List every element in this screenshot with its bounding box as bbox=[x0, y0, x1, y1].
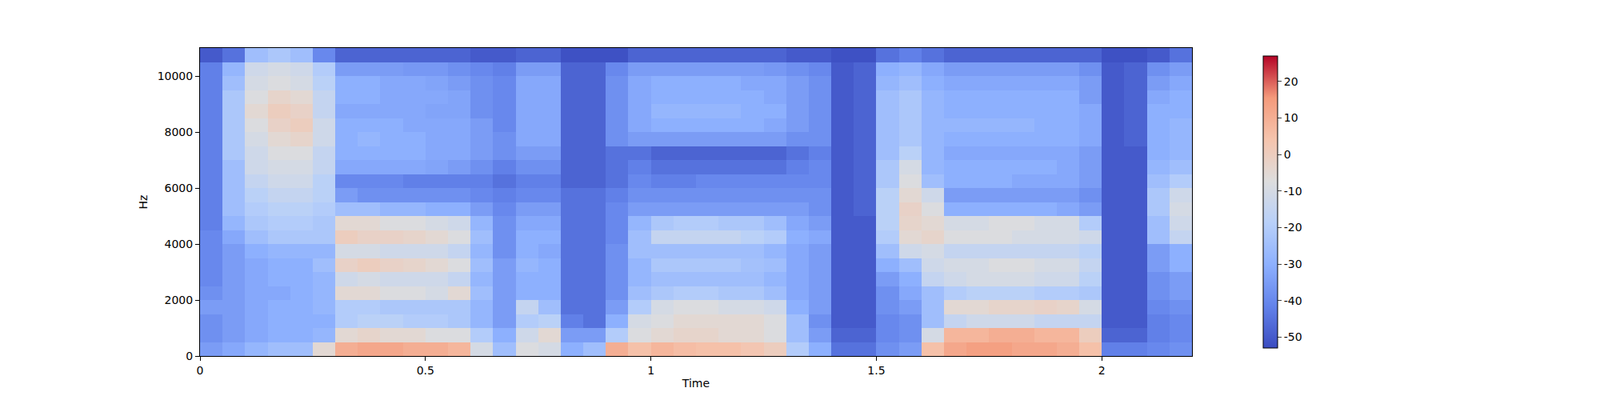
svg-text:10: 10 bbox=[1284, 111, 1299, 124]
svg-text:6000: 6000 bbox=[164, 181, 194, 195]
svg-text:10000: 10000 bbox=[157, 69, 194, 83]
svg-text:-30: -30 bbox=[1284, 257, 1303, 271]
svg-text:-50: -50 bbox=[1284, 330, 1303, 344]
svg-text:0.5: 0.5 bbox=[416, 364, 435, 377]
svg-text:4000: 4000 bbox=[164, 237, 194, 251]
svg-text:Time: Time bbox=[681, 376, 710, 390]
svg-text:0: 0 bbox=[1284, 148, 1292, 161]
svg-text:1.5: 1.5 bbox=[867, 364, 885, 377]
svg-text:-20: -20 bbox=[1284, 220, 1303, 234]
svg-text:-40: -40 bbox=[1284, 294, 1303, 308]
svg-text:0: 0 bbox=[196, 364, 204, 377]
svg-text:20: 20 bbox=[1284, 75, 1299, 88]
svg-text:0: 0 bbox=[185, 349, 193, 363]
svg-text:2: 2 bbox=[1098, 364, 1106, 377]
svg-text:-10: -10 bbox=[1284, 184, 1303, 198]
svg-text:1: 1 bbox=[647, 364, 655, 377]
svg-text:8000: 8000 bbox=[164, 125, 194, 139]
svg-text:Hz: Hz bbox=[136, 195, 150, 210]
svg-text:2000: 2000 bbox=[164, 293, 194, 307]
